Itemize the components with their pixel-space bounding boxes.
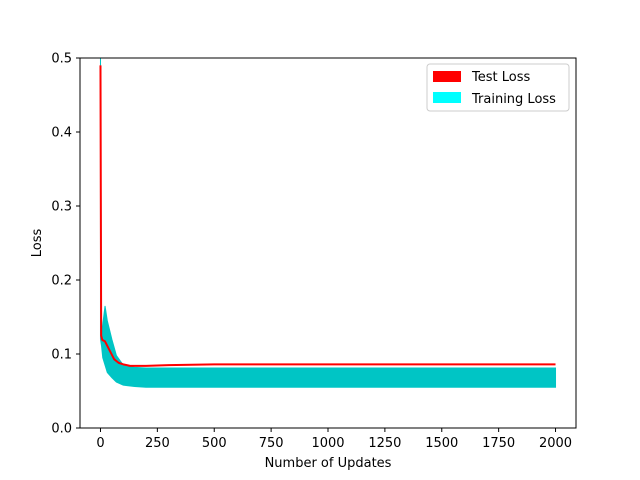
y-axis-ticks: 0.0 0.1 0.2 0.3 0.4 0.5 xyxy=(51,52,80,437)
x-tick-label: 1250 xyxy=(368,436,401,451)
x-tick-label: 1500 xyxy=(425,436,458,451)
training-loss-band xyxy=(99,57,557,388)
x-tick-label: 1000 xyxy=(311,436,344,451)
x-axis-ticks: 0 250 500 750 1000 1250 1500 1750 2000 xyxy=(96,428,572,451)
legend-label-training-loss: Training Loss xyxy=(471,92,556,107)
y-tick-label: 0.4 xyxy=(51,126,72,141)
test-loss-line xyxy=(99,65,556,367)
legend-swatch-training-loss xyxy=(433,92,461,103)
test-loss-line-layer xyxy=(99,65,556,367)
y-tick-label: 0.2 xyxy=(51,274,72,289)
x-tick-label: 2000 xyxy=(539,436,572,451)
x-tick-label: 0 xyxy=(96,436,104,451)
x-tick-label: 750 xyxy=(259,436,284,451)
x-tick-label: 500 xyxy=(202,436,227,451)
y-tick-label: 0.1 xyxy=(51,348,72,363)
legend: Test Loss Training Loss xyxy=(426,63,570,112)
x-tick-label: 250 xyxy=(145,436,170,451)
y-tick-label: 0.0 xyxy=(51,422,72,437)
x-tick-label: 1750 xyxy=(482,436,515,451)
legend-box xyxy=(426,63,570,112)
training-loss-band-layer xyxy=(99,57,557,388)
y-tick-label: 0.3 xyxy=(51,200,72,215)
legend-swatch-test-loss xyxy=(433,71,461,82)
y-tick-label: 0.5 xyxy=(51,52,72,67)
legend-label-test-loss: Test Loss xyxy=(471,70,530,85)
y-axis-label: Loss xyxy=(30,229,45,258)
x-axis-label: Number of Updates xyxy=(265,456,392,471)
